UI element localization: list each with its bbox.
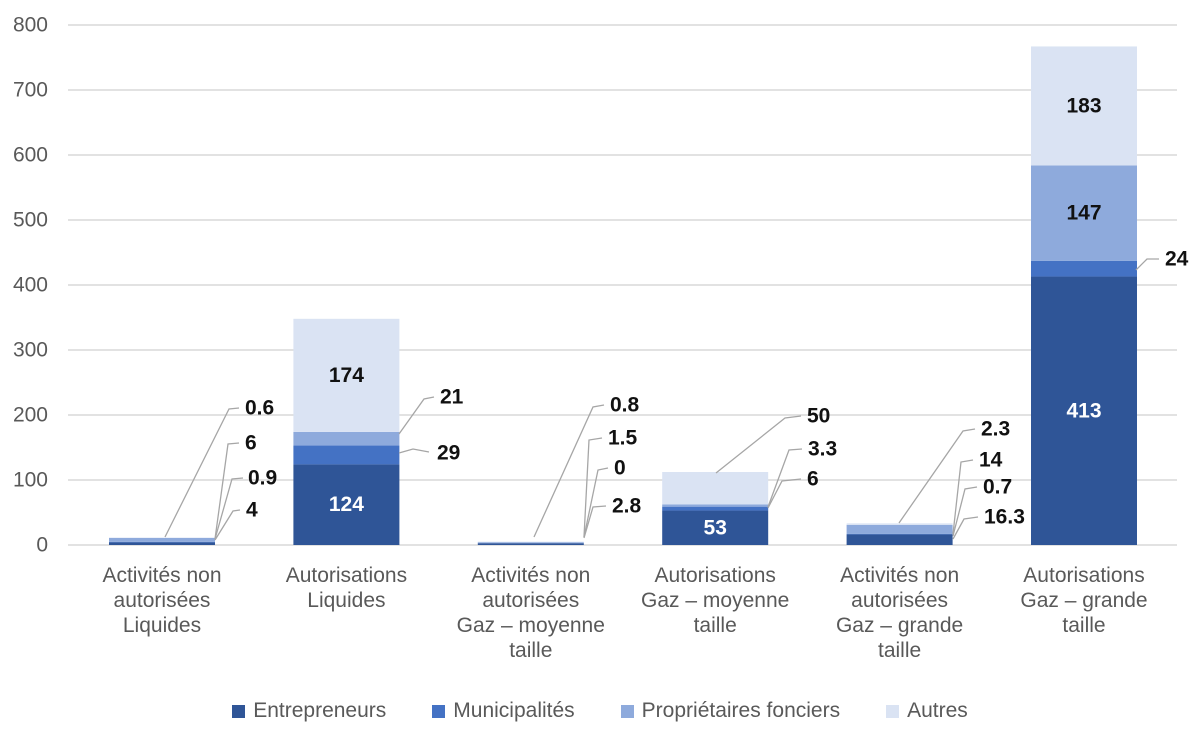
legend-item: Municipalités — [432, 699, 575, 723]
leader-line — [1135, 258, 1159, 271]
bar-segment — [662, 504, 769, 507]
x-axis-label: Activités non autorisées Gaz – moyenne t… — [456, 564, 605, 662]
callout-label: 0.7 — [983, 476, 1012, 499]
legend-swatch — [886, 704, 900, 718]
y-tick-label: 300 — [13, 339, 48, 362]
leader-line — [398, 396, 435, 435]
callout-label: 0.6 — [245, 397, 274, 420]
bar-segment — [662, 506, 769, 511]
leader-line — [715, 415, 802, 474]
bar-segment — [662, 472, 769, 505]
leader-line — [214, 509, 241, 541]
legend-label: Autres — [907, 699, 968, 722]
callout-label: 6 — [245, 432, 257, 455]
leader-line — [214, 442, 240, 540]
leader-line — [583, 505, 607, 539]
bar-segment — [293, 318, 400, 432]
bar-segment — [846, 534, 953, 545]
legend-label: Propriétaires fonciers — [641, 699, 841, 722]
bar-segment — [293, 445, 400, 465]
callout-label: 0 — [614, 457, 626, 480]
callout-label: 3.3 — [808, 438, 837, 461]
y-tick-label: 400 — [13, 274, 48, 297]
legend-label: Municipalités — [453, 699, 575, 722]
leader-line — [214, 477, 244, 540]
leader-line — [583, 467, 609, 538]
callout-label: 21 — [440, 386, 464, 409]
callout-label: 16.3 — [984, 506, 1025, 529]
bar-segment-label: 413 — [1066, 399, 1101, 422]
leader-line — [952, 486, 978, 537]
callout-label: 24 — [1165, 248, 1189, 271]
bar-segment — [293, 431, 400, 446]
y-tick-label: 500 — [13, 209, 48, 232]
leader-line — [583, 437, 603, 538]
bar-segment-label: 174 — [329, 364, 364, 387]
y-tick-label: 100 — [13, 469, 48, 492]
bar-segment-label: 147 — [1066, 202, 1101, 225]
bar-segment — [846, 524, 953, 534]
bar-segment — [477, 542, 584, 544]
bar-segment — [1031, 165, 1137, 261]
chart-legend: Entrepreneurs Municipalités Propriétaires … — [0, 699, 1200, 723]
legend-item: Propriétaires fonciers — [620, 699, 841, 723]
bar-segment — [846, 523, 953, 525]
bar-segment — [477, 541, 584, 543]
bar-segment — [1031, 276, 1137, 545]
leader-line — [164, 407, 240, 538]
callout-label: 1.5 — [608, 427, 638, 450]
bar-segment-label: 183 — [1066, 94, 1101, 117]
leader-line — [952, 459, 974, 535]
callout-label: 29 — [437, 442, 460, 465]
leader-line — [952, 516, 979, 540]
callout-label: 0.9 — [248, 467, 277, 490]
bar-segment — [109, 537, 215, 542]
callout-label: 0.8 — [610, 394, 640, 417]
leader-line — [398, 448, 430, 454]
y-tick-label: 600 — [13, 144, 48, 167]
bar-segment — [293, 464, 400, 545]
bar-segment — [1031, 260, 1137, 277]
callout-label: 4 — [246, 499, 258, 522]
callout-label: 6 — [807, 468, 819, 491]
leader-line — [767, 448, 803, 508]
callout-label: 2.3 — [981, 418, 1010, 441]
legend-label: Entrepreneurs — [253, 699, 387, 722]
x-axis-label: Activités non autorisées Gaz – grande ta… — [835, 564, 964, 662]
legend-item: Autres — [886, 699, 968, 723]
bar-segment — [662, 510, 769, 545]
bar-segment — [477, 543, 584, 545]
legend-swatch — [620, 704, 634, 718]
callout-label: 50 — [807, 405, 830, 428]
y-tick-label: 700 — [13, 79, 48, 102]
y-tick-label: 0 — [36, 534, 48, 557]
callout-label: 2.8 — [612, 495, 642, 518]
leader-line — [533, 404, 605, 538]
legend-swatch — [232, 704, 246, 718]
leader-line — [767, 478, 802, 509]
callout-label: 14 — [979, 449, 1003, 472]
x-axis-label: Autorisations Gaz – moyenne taille — [641, 564, 790, 637]
bar-segment — [109, 541, 215, 543]
bar-segment-label: 53 — [704, 516, 727, 539]
leader-line — [898, 428, 976, 524]
y-tick-label: 200 — [13, 404, 48, 427]
bar-segment — [1031, 46, 1137, 166]
x-axis-label: Autorisations Gaz – grande taille — [1020, 564, 1148, 637]
y-tick-label: 800 — [13, 14, 48, 37]
bar-segment-label: 124 — [329, 493, 364, 516]
bar-segment — [109, 542, 215, 545]
x-axis-label: Autorisations Liquides — [285, 564, 408, 612]
legend-item: Entrepreneurs — [232, 699, 386, 723]
x-axis-label: Activités non autorisées Liquides — [102, 564, 222, 637]
legend-swatch — [432, 704, 446, 718]
